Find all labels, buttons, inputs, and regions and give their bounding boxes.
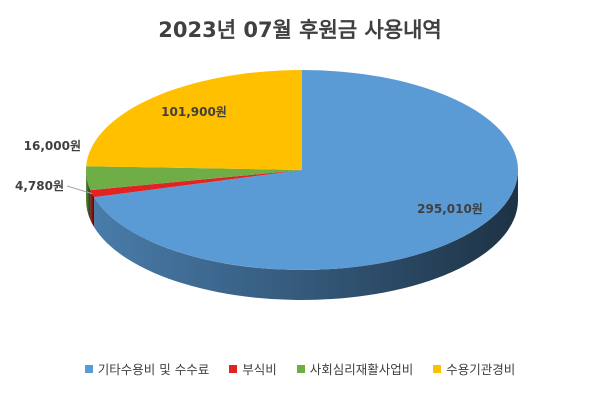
pie-data-label-3: 101,900원 — [161, 105, 227, 119]
pie-side-2 — [86, 170, 91, 221]
legend-item-3: 수용기관경비 — [433, 359, 515, 378]
pie-slice-1 — [90, 170, 302, 198]
chart-title: 2023년 07월 후원금 사용내역 — [158, 18, 442, 42]
legend-label-3: 수용기관경비 — [446, 362, 516, 377]
legend-item-1: 부식비 — [229, 359, 277, 378]
legend-label-2: 사회심리재활사업비 — [309, 362, 414, 377]
legend-label-0: 기타수용비 및 수수료 — [97, 362, 210, 377]
pie-side-1 — [90, 190, 95, 228]
legend-item-0: 기타수용비 및 수수료 — [84, 359, 210, 378]
legend-swatch-1 — [229, 364, 238, 373]
pie-slice-3 — [86, 70, 302, 170]
pie-side-0 — [94, 170, 518, 300]
pie-slice-2 — [86, 166, 302, 191]
legend-item-2: 사회심리재활사업비 — [296, 359, 414, 378]
legend-label-1: 부식비 — [242, 362, 277, 377]
pie-slice-0 — [94, 70, 518, 270]
legend: 기타수용비 및 수수료 부식비 사회심리재활사업비 수용기관경비 — [0, 359, 600, 378]
legend-swatch-2 — [296, 364, 305, 373]
legend-swatch-3 — [433, 364, 442, 373]
pie-data-label-2: 16,000원 — [24, 139, 81, 153]
pie-data-label-0: 295,010원 — [417, 202, 483, 216]
pie-data-label-1: 4,780원 — [15, 179, 64, 193]
legend-swatch-0 — [84, 364, 93, 373]
pie-label-leader-1 — [66, 185, 93, 195]
